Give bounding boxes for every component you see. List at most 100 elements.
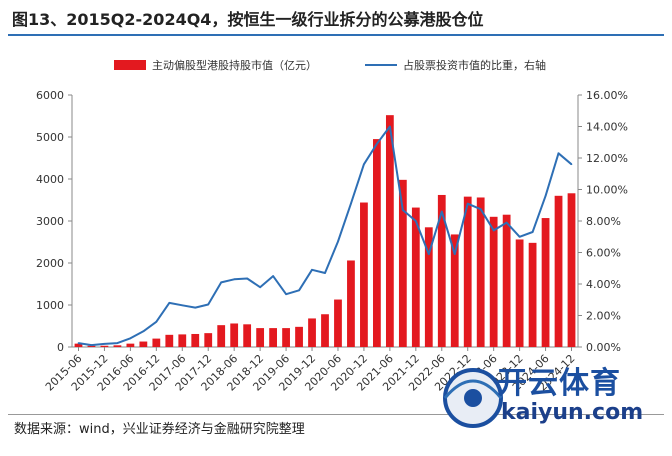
bar <box>87 345 96 347</box>
bar <box>398 179 407 347</box>
bar <box>126 343 135 347</box>
line-point <box>90 344 93 346</box>
line-point <box>324 272 326 274</box>
bar-series <box>74 115 576 347</box>
line-point <box>479 208 482 210</box>
bar <box>567 193 576 347</box>
line-point <box>285 293 287 296</box>
bar <box>100 345 109 347</box>
line-point <box>350 202 352 205</box>
line-point <box>518 235 521 238</box>
bar <box>373 139 381 347</box>
bar <box>347 260 355 347</box>
bar <box>321 314 329 347</box>
chart-title: 图13、2015Q2-2024Q4，按恒生一级行业拆分的公募港股仓位 <box>12 10 484 29</box>
line-point <box>402 209 404 211</box>
y-right-tick-label: 10.00% <box>586 184 628 197</box>
bar <box>541 218 550 347</box>
bar <box>502 214 511 347</box>
line-point <box>155 321 158 323</box>
y-right-tick-label: 8.00% <box>586 215 621 228</box>
bar <box>360 202 368 347</box>
watermark-logo: 开云体育 kaiyun.com <box>435 354 665 444</box>
y-left-tick-label: 4000 <box>36 173 64 186</box>
line-point <box>337 240 339 243</box>
y-left-tick-label: 6000 <box>36 89 64 102</box>
y-left-tick-label: 5000 <box>36 131 64 144</box>
bar <box>385 115 394 347</box>
line-point <box>389 125 391 128</box>
y-right-tick-label: 2.00% <box>586 310 621 323</box>
line-point <box>181 304 184 307</box>
y-right-tick-label: 4.00% <box>586 278 621 291</box>
bar <box>243 324 252 347</box>
line-point <box>427 253 430 255</box>
bar <box>437 194 446 347</box>
bar <box>554 195 563 347</box>
line-point <box>194 306 197 309</box>
line-point <box>557 152 560 155</box>
bar <box>282 328 290 347</box>
legend: 主动偏股型港股持股市值（亿元） 占股票投资市值的比重，右轴 <box>114 58 546 72</box>
line-point <box>311 269 313 271</box>
legend-label-bar: 主动偏股型港股持股市值（亿元） <box>152 58 317 72</box>
line-point <box>272 275 274 277</box>
line-point <box>207 303 210 306</box>
bar <box>113 345 122 347</box>
line-point <box>440 210 443 213</box>
line-point <box>505 221 508 224</box>
line-point <box>220 281 223 284</box>
bar <box>152 338 161 347</box>
line-point <box>142 330 145 333</box>
footer-divider <box>8 414 664 415</box>
line-point <box>259 286 261 288</box>
legend-label-line: 占股票投资市值的比重，右轴 <box>403 58 546 72</box>
line-point <box>415 220 417 222</box>
line-point <box>168 302 171 304</box>
ball-logo-icon <box>443 368 503 428</box>
bar <box>489 216 498 347</box>
watermark-url: kaiyun.com <box>501 400 644 425</box>
bar <box>269 328 277 347</box>
line-series <box>77 125 573 347</box>
line-point <box>466 202 469 205</box>
bar <box>450 234 459 347</box>
watermark-brand: 开云体育 <box>497 366 621 401</box>
bar <box>217 325 226 347</box>
bar <box>165 334 174 347</box>
bar <box>230 323 239 347</box>
line-point <box>77 342 80 344</box>
y-right-tick-label: 16.00% <box>586 89 628 102</box>
line-point <box>116 342 119 344</box>
bar <box>463 196 472 347</box>
bar <box>515 239 524 347</box>
y-right-tick-label: 12.00% <box>586 152 628 165</box>
line-point <box>233 278 235 281</box>
bar <box>528 242 537 347</box>
bar <box>191 333 200 347</box>
y-left-tick-label: 3000 <box>36 215 64 228</box>
source-note: 数据来源：wind，兴业证券经济与金融研究院整理 <box>14 422 305 437</box>
bar <box>139 341 148 347</box>
line-point <box>246 277 248 280</box>
legend-swatch-bar <box>114 60 146 70</box>
bar <box>204 333 213 347</box>
bar <box>334 299 342 347</box>
line-point <box>103 343 106 345</box>
line-point <box>531 231 534 233</box>
title-divider <box>8 34 664 36</box>
bar <box>256 328 265 347</box>
line-point <box>492 229 495 232</box>
y-left-tick-label: 0 <box>57 341 64 354</box>
line-point <box>544 195 547 197</box>
y-right-tick-label: 0.00% <box>586 341 621 354</box>
bar <box>308 318 316 347</box>
bar <box>424 227 433 347</box>
line-point <box>570 163 573 166</box>
bar <box>476 197 485 347</box>
tick-labels: 0 1000 2000 3000 4000 5000 6000 0.00% 2.00% 4.00%… <box>36 89 628 394</box>
y-right-tick-label: 14.00% <box>586 121 628 134</box>
y-right-tick-label: 6.00% <box>586 247 621 260</box>
bar <box>411 207 420 347</box>
line-point <box>453 253 456 255</box>
